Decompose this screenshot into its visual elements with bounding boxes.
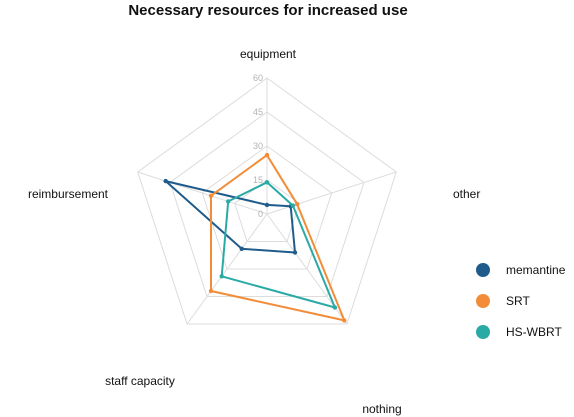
- tick-label: 45: [253, 107, 263, 117]
- series-line-memantine: [164, 180, 296, 254]
- legend-marker-hs-wbrt: [476, 325, 490, 339]
- series-point-hs-wbrt-reimbursement: [226, 199, 231, 204]
- tick-label: 15: [253, 175, 263, 185]
- series-point-srt-other: [295, 202, 300, 207]
- chart-legend: memantine SRT HS-WBRT: [476, 263, 566, 339]
- axis-label-staff-capacity: staff capacity: [105, 374, 175, 388]
- tick-label: 60: [253, 73, 263, 83]
- series-point-hs-wbrt-other: [290, 203, 296, 208]
- series-point-memantine-nothing: [292, 250, 298, 255]
- series-line-hs-wbrt: [220, 181, 336, 309]
- grid-spoke: [137, 171, 268, 215]
- legend-marker-memantine: [476, 263, 490, 277]
- axis-label-equipment: equipment: [240, 47, 297, 61]
- grid-ring: [201, 145, 333, 270]
- tick-label: 30: [253, 141, 263, 151]
- series-line-srt: [210, 154, 346, 322]
- radar-series: [163, 152, 347, 323]
- legend-label-srt: SRT: [506, 294, 530, 308]
- tick-label: 0: [258, 209, 263, 219]
- radar-tick-labels: 0 15 30 45 60: [253, 73, 263, 219]
- grid-spoke: [266, 171, 397, 215]
- series-point-hs-wbrt-equipment: [264, 180, 270, 185]
- series-point-srt-nothing: [342, 318, 347, 323]
- axis-label-nothing: nothing: [362, 402, 401, 416]
- series-point-srt-reimbursement: [208, 193, 214, 198]
- series-point-hs-wbrt-nothing: [332, 305, 338, 310]
- radar-grid: [137, 77, 397, 325]
- series-point-memantine-staff-capacity: [239, 246, 244, 251]
- series-point-srt-equipment: [264, 152, 270, 158]
- grid-spoke: [186, 213, 268, 325]
- legend-label-hs-wbrt: HS-WBRT: [506, 325, 562, 339]
- axis-label-other: other: [453, 187, 480, 201]
- chart-title: Necessary resources for increased use: [128, 2, 407, 19]
- series-point-srt-staff-capacity: [208, 288, 214, 294]
- legend-label-memantine: memantine: [506, 263, 566, 277]
- series-point-memantine-reimbursement: [163, 178, 168, 184]
- grid-ring: [137, 77, 397, 325]
- series-point-hs-wbrt-staff-capacity: [219, 274, 224, 279]
- legend-marker-srt: [476, 294, 490, 308]
- grid-ring: [169, 111, 365, 297]
- axis-label-reimbursement: reimbursement: [28, 187, 109, 201]
- radar-axis-labels: equipment other nothing staff capacity reimb…: [28, 47, 480, 416]
- series-point-memantine-equipment: [264, 202, 270, 208]
